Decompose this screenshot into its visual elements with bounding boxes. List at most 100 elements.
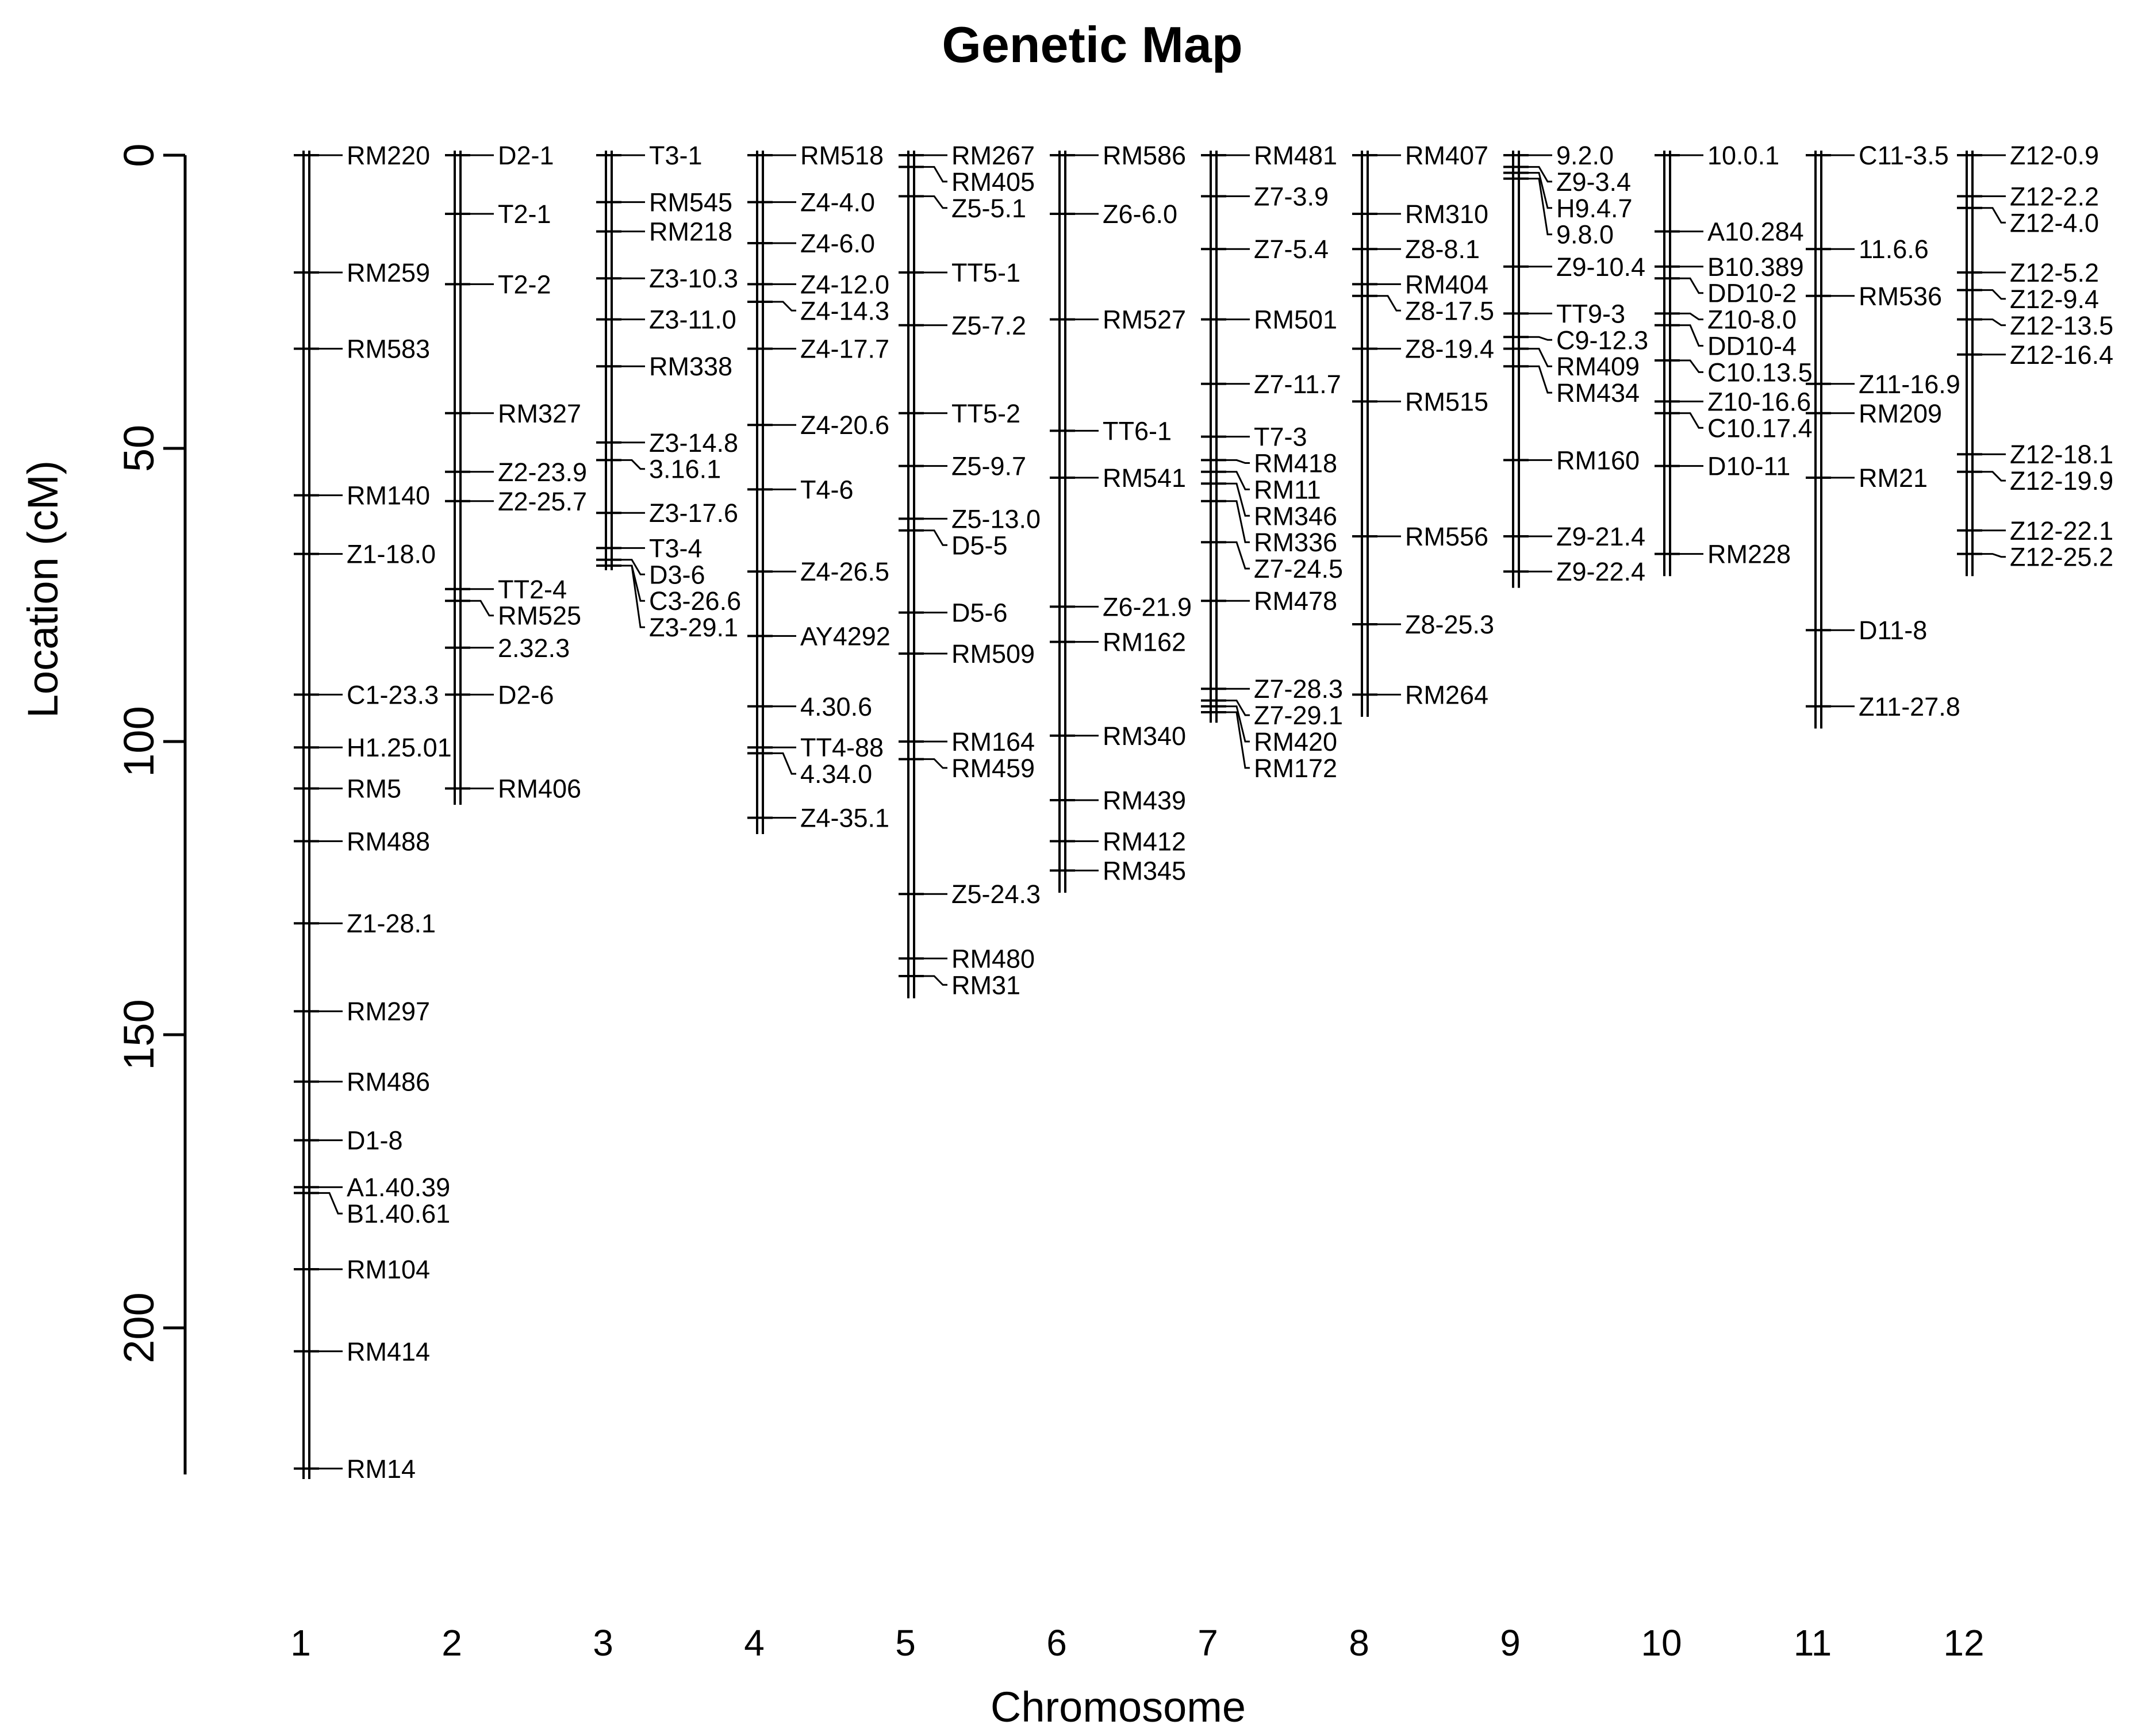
marker-connector bbox=[1982, 471, 2006, 482]
marker-label: RM104 bbox=[347, 1255, 430, 1284]
marker-connector bbox=[1226, 459, 1250, 464]
marker-label: Z12-13.5 bbox=[2010, 311, 2113, 340]
marker-connector bbox=[319, 1192, 343, 1215]
marker-label: Z4-6.0 bbox=[800, 229, 875, 258]
y-tick-label: 200 bbox=[115, 1292, 163, 1363]
chromosome-tick-label: 9 bbox=[1500, 1622, 1521, 1664]
y-tick-label: 50 bbox=[115, 425, 163, 472]
marker-label: Z10-8.0 bbox=[1707, 305, 1797, 335]
marker-label: RM345 bbox=[1103, 856, 1186, 885]
marker-label: C3-26.6 bbox=[649, 586, 741, 616]
marker-connector bbox=[1680, 359, 1703, 373]
marker-label: Z3-29.1 bbox=[649, 613, 738, 642]
marker-label: RM327 bbox=[498, 399, 581, 428]
marker-label: RM5 bbox=[347, 774, 401, 804]
marker-label: RM412 bbox=[1103, 827, 1186, 856]
marker-label: RM541 bbox=[1103, 463, 1186, 493]
marker-label: Z3-11.0 bbox=[649, 305, 736, 335]
marker-connector bbox=[1680, 412, 1703, 429]
marker-label: Z3-10.3 bbox=[649, 264, 738, 293]
marker-label: RM218 bbox=[649, 217, 732, 247]
marker-label: RM518 bbox=[800, 141, 884, 170]
marker-label: A1.40.39 bbox=[347, 1173, 450, 1202]
marker-label: 2.32.3 bbox=[498, 633, 570, 663]
marker-label: Z4-17.7 bbox=[800, 335, 889, 364]
marker-label: Z4-35.1 bbox=[800, 804, 889, 833]
chromosome-7: RM481Z7-3.9Z7-5.4RM501Z7-11.7T7-3RM418RM… bbox=[1201, 141, 1343, 783]
marker-label: RM407 bbox=[1405, 141, 1488, 170]
marker-label: Z9-10.4 bbox=[1556, 252, 1645, 282]
marker-label: Z12-4.0 bbox=[2010, 208, 2099, 237]
marker-connector bbox=[1982, 207, 2006, 224]
marker-label: RM220 bbox=[347, 141, 430, 170]
marker-label: RM536 bbox=[1859, 282, 1942, 311]
marker-label: T2-2 bbox=[498, 270, 551, 299]
marker-label: RM501 bbox=[1254, 305, 1337, 335]
marker-label: AY4292 bbox=[800, 621, 891, 651]
marker-label: B1.40.61 bbox=[347, 1199, 450, 1228]
marker-label: Z12-2.2 bbox=[2010, 182, 2099, 211]
marker-label: RM336 bbox=[1254, 528, 1337, 557]
marker-label: TT6-1 bbox=[1103, 416, 1172, 445]
marker-connector bbox=[1982, 553, 2006, 558]
marker-label: RM14 bbox=[347, 1454, 416, 1484]
marker-label: Z8-19.4 bbox=[1405, 335, 1494, 364]
chromosome-4: RM518 Z4-4.0 Z4-6.0 Z4-12.0Z4-14.3 Z4-17.7 Z4… bbox=[747, 141, 891, 834]
chart-title: Genetic Map bbox=[942, 16, 1242, 73]
marker-connector bbox=[621, 459, 645, 470]
chromosome-1: RM220 RM259 RM583 RM140 Z1-18.0 C1-23.3 H1.25.… bbox=[294, 141, 452, 1484]
chromosome-tick-label: 1 bbox=[290, 1622, 311, 1664]
marker-label: Z9-21.4 bbox=[1556, 522, 1645, 551]
marker-connector bbox=[1680, 324, 1703, 347]
marker-label: Z4-20.6 bbox=[800, 410, 889, 440]
marker-label: TT4-88 bbox=[800, 733, 884, 762]
marker-label: Z12-5.2 bbox=[2010, 258, 2099, 287]
marker-label: Z1-28.1 bbox=[347, 909, 436, 938]
marker-label: Z11-16.9 bbox=[1859, 370, 1960, 399]
marker-label: A10.284 bbox=[1707, 217, 1804, 247]
marker-label: Z2-23.9 bbox=[498, 458, 587, 487]
marker-label: RM405 bbox=[951, 167, 1035, 197]
x-axis: 1 2 3 4 5 6 7 8 9 10 11 12 bbox=[290, 1622, 1984, 1664]
marker-connector bbox=[924, 195, 947, 209]
marker-label: TT5-2 bbox=[951, 399, 1020, 428]
marker-label: Z7-24.5 bbox=[1254, 554, 1343, 583]
marker-connector bbox=[1377, 295, 1401, 312]
marker-label: Z6-21.9 bbox=[1103, 592, 1192, 621]
marker-label: RM21 bbox=[1859, 463, 1928, 493]
marker-label: 9.8.0 bbox=[1556, 220, 1614, 249]
marker-label: Z4-14.3 bbox=[800, 296, 889, 325]
marker-label: Z9-22.4 bbox=[1556, 557, 1645, 586]
marker-label: RM478 bbox=[1254, 586, 1337, 616]
marker-label: RM509 bbox=[951, 639, 1035, 669]
marker-connector bbox=[924, 529, 947, 546]
chromosome-tick-label: 4 bbox=[744, 1622, 765, 1664]
marker-connector bbox=[1226, 705, 1250, 743]
marker-label: RM31 bbox=[951, 970, 1020, 1000]
marker-connector bbox=[621, 559, 645, 575]
marker-label: 3.16.1 bbox=[649, 455, 721, 484]
marker-label: Z4-4.0 bbox=[800, 188, 875, 217]
marker-connector bbox=[1680, 312, 1703, 321]
marker-label: Z7-28.3 bbox=[1254, 674, 1343, 704]
marker-connector bbox=[1982, 289, 2006, 300]
marker-label: RM486 bbox=[347, 1067, 430, 1097]
marker-label: RM404 bbox=[1405, 270, 1488, 299]
marker-label: 10.0.1 bbox=[1707, 141, 1779, 170]
marker-label: RM434 bbox=[1556, 378, 1640, 408]
marker-label: RM164 bbox=[951, 727, 1035, 756]
marker-label: RM583 bbox=[347, 335, 430, 364]
marker-label: T3-4 bbox=[649, 533, 703, 563]
chromosome-tick-label: 6 bbox=[1046, 1622, 1067, 1664]
marker-label: Z7-11.7 bbox=[1254, 370, 1341, 399]
marker-label: RM414 bbox=[347, 1337, 430, 1366]
marker-label: RM420 bbox=[1254, 727, 1337, 756]
marker-connector bbox=[1226, 500, 1250, 543]
marker-label: C1-23.3 bbox=[347, 680, 439, 709]
chromosome-10: 10.0.1A10.284B10.389DD10-2Z10-8.0DD10-4C… bbox=[1655, 141, 1813, 577]
marker-label: C10.17.4 bbox=[1707, 413, 1813, 443]
chromosome-tick-label: 7 bbox=[1198, 1622, 1218, 1664]
marker-connector bbox=[1226, 700, 1250, 716]
marker-label: RM162 bbox=[1103, 628, 1186, 657]
marker-label: RM545 bbox=[649, 188, 732, 217]
